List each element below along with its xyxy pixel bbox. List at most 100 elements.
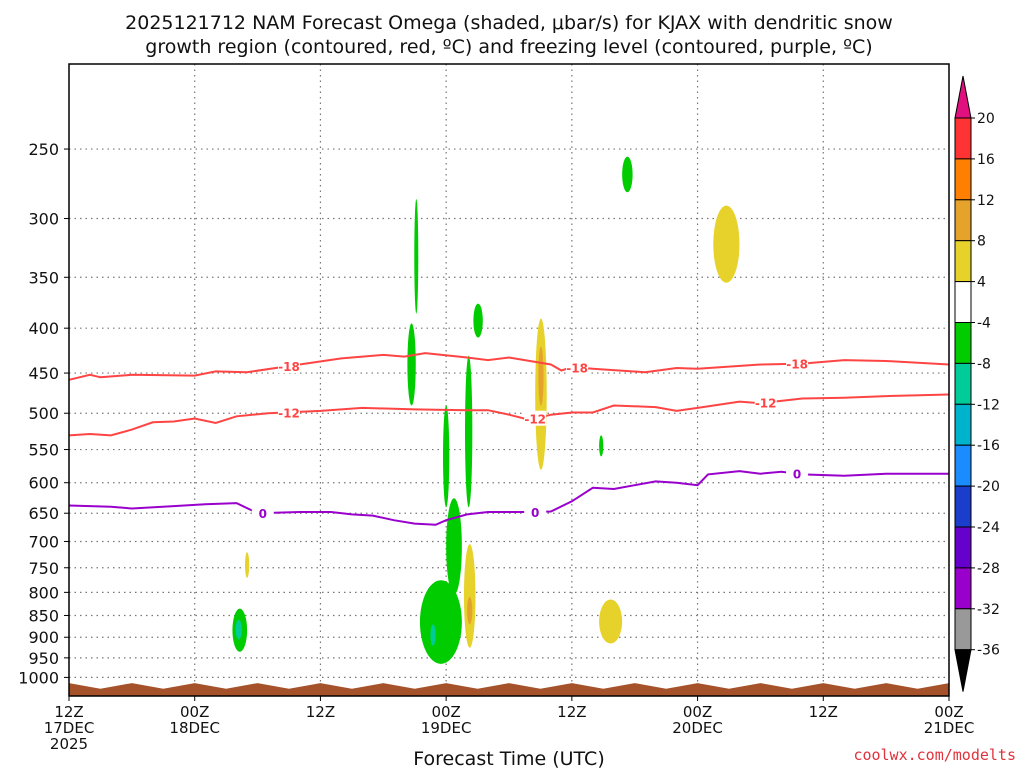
colorbar-label-6: -8 [977,356,991,372]
ytick-label-700: 700 [28,532,59,551]
colorbar-label-1: 16 [977,152,995,168]
omega-region-0 [414,198,419,314]
contour-label-1-1: -12 [524,413,546,427]
colorbar-label-2: 12 [977,193,995,209]
xtick-label-0-l3: 2025 [50,735,88,753]
contour-label-2-0: 0 [259,507,267,521]
omega-region-7 [622,156,633,193]
ytick-label-250: 250 [28,140,59,159]
colorbar-bin-3 [954,240,972,283]
colorbar-label-10: -24 [977,520,1000,536]
colorbar-label-12: -32 [977,602,1000,618]
ytick-label-850: 850 [28,606,59,625]
omega-region-6 [419,580,462,664]
colorbar-label-0: 20 [977,111,995,127]
xtick-label-0-l2: 17DEC [44,719,95,737]
contour-label-2-1: 0 [531,506,539,520]
ytick-label-900: 900 [28,628,59,647]
ytick-label-800: 800 [28,583,59,602]
contour-label-bg-1-2 [754,394,777,410]
xtick-label-24-l1: 12Z [306,703,335,721]
contour-label-bg-0-2 [786,355,809,371]
colorbar-bin-1 [954,158,972,201]
colorbar-label-4: 4 [977,275,986,291]
colorbar-bin-12 [954,608,972,651]
omega-region-1 [407,323,416,406]
xtick-label-48-l1: 12Z [557,703,586,721]
colorbar-bin-10 [954,526,972,569]
omega-region-5 [446,498,462,595]
omega-region-3 [465,355,473,508]
contour-label-bg-2-0 [251,505,274,521]
ytick-label-300: 300 [28,210,59,229]
chart-title-line-2: growth region (contoured, red, ºC) and f… [145,36,872,58]
ytick-label-650: 650 [28,504,59,523]
contour-line-2 [68,470,949,526]
colorbar-bin-6 [954,362,972,405]
contour-label-0-2: -18 [786,358,808,372]
ytick-label-950: 950 [28,649,59,668]
colorbar-bin-9 [954,485,972,528]
xtick-label-72-l1: 12Z [809,703,838,721]
contour-line-1 [68,393,950,437]
contour-label-2-2: 0 [793,468,801,482]
x-axis-label: Forecast Time (UTC) [413,748,604,768]
xtick-label-36-l2: 19DEC [421,719,472,737]
contour-label-1-0: -12 [278,406,300,420]
xtick-label-84-l2: 21DEC [924,719,975,737]
ytick-label-750: 750 [28,559,59,578]
credit-link[interactable]: coolwx.com/modelts [853,746,1016,764]
colorbar-label-3: 8 [977,234,986,250]
omega-region-15 [599,599,623,644]
ytick-label-600: 600 [28,474,59,493]
contour-label-bg-2-2 [786,465,809,481]
xtick-label-12-l1: 00Z [180,703,209,721]
contour-label-0-1: -18 [566,362,588,376]
contour-label-bg-0-1 [566,359,589,375]
colorbar-label-5: -4 [977,316,991,332]
ytick-label-350: 350 [28,268,59,287]
chart-title-line-1: 2025121712 NAM Forecast Omega (shaded, μ… [125,12,893,34]
colorbar-label-8: -16 [977,438,1000,454]
xtick-label-0-l1: 12Z [54,703,83,721]
omega-region-18 [467,597,473,625]
colorbar-bin-11 [954,567,972,610]
contour-label-bg-0-0 [278,358,300,374]
colorbar-bin-2 [954,199,972,242]
colorbar-bin-4 [954,281,972,324]
omega-region-11 [235,619,242,640]
omega-region-10 [430,624,436,646]
omega-region-16 [713,205,740,283]
plot-background [69,64,949,696]
colorbar-bottom-arrow [954,649,972,692]
omega-region-2 [443,405,450,508]
colorbar-bin-7 [954,403,972,446]
xtick-label-36-l1: 00Z [431,703,460,721]
ytick-label-400: 400 [28,319,59,338]
xtick-label-60-l2: 20DEC [672,719,723,737]
ytick-label-450: 450 [28,364,59,383]
ytick-label-500: 500 [28,404,59,423]
colorbar-top-arrow [954,75,972,119]
xtick-label-12-l2: 18DEC [169,719,220,737]
omega-region-14 [463,544,476,648]
omega-region-12 [245,552,250,578]
ground-surface [69,683,949,696]
contour-label-bg-1-0 [278,404,300,420]
contour-label-1-2: -12 [755,397,777,411]
plot-area: -18 -18 -18 -12 -12 -12 0 0 0 [68,63,950,697]
colorbar-bin-8 [954,444,972,487]
temperature-contours: -18 -18 -18 -12 -12 -12 0 0 0 [68,352,950,526]
colorbar-label-11: -28 [977,561,1000,577]
colorbar-bin-0 [954,117,972,160]
omega-region-17 [538,346,544,406]
colorbar-label-7: -12 [977,397,1000,413]
omega-region-4 [473,303,483,338]
colorbar-bin-5 [954,322,972,364]
ground-fill [69,683,949,696]
xtick-label-84-l1: 00Z [934,703,963,721]
contour-label-bg-1-1 [524,410,547,426]
omega-shaded-regions [232,156,740,664]
